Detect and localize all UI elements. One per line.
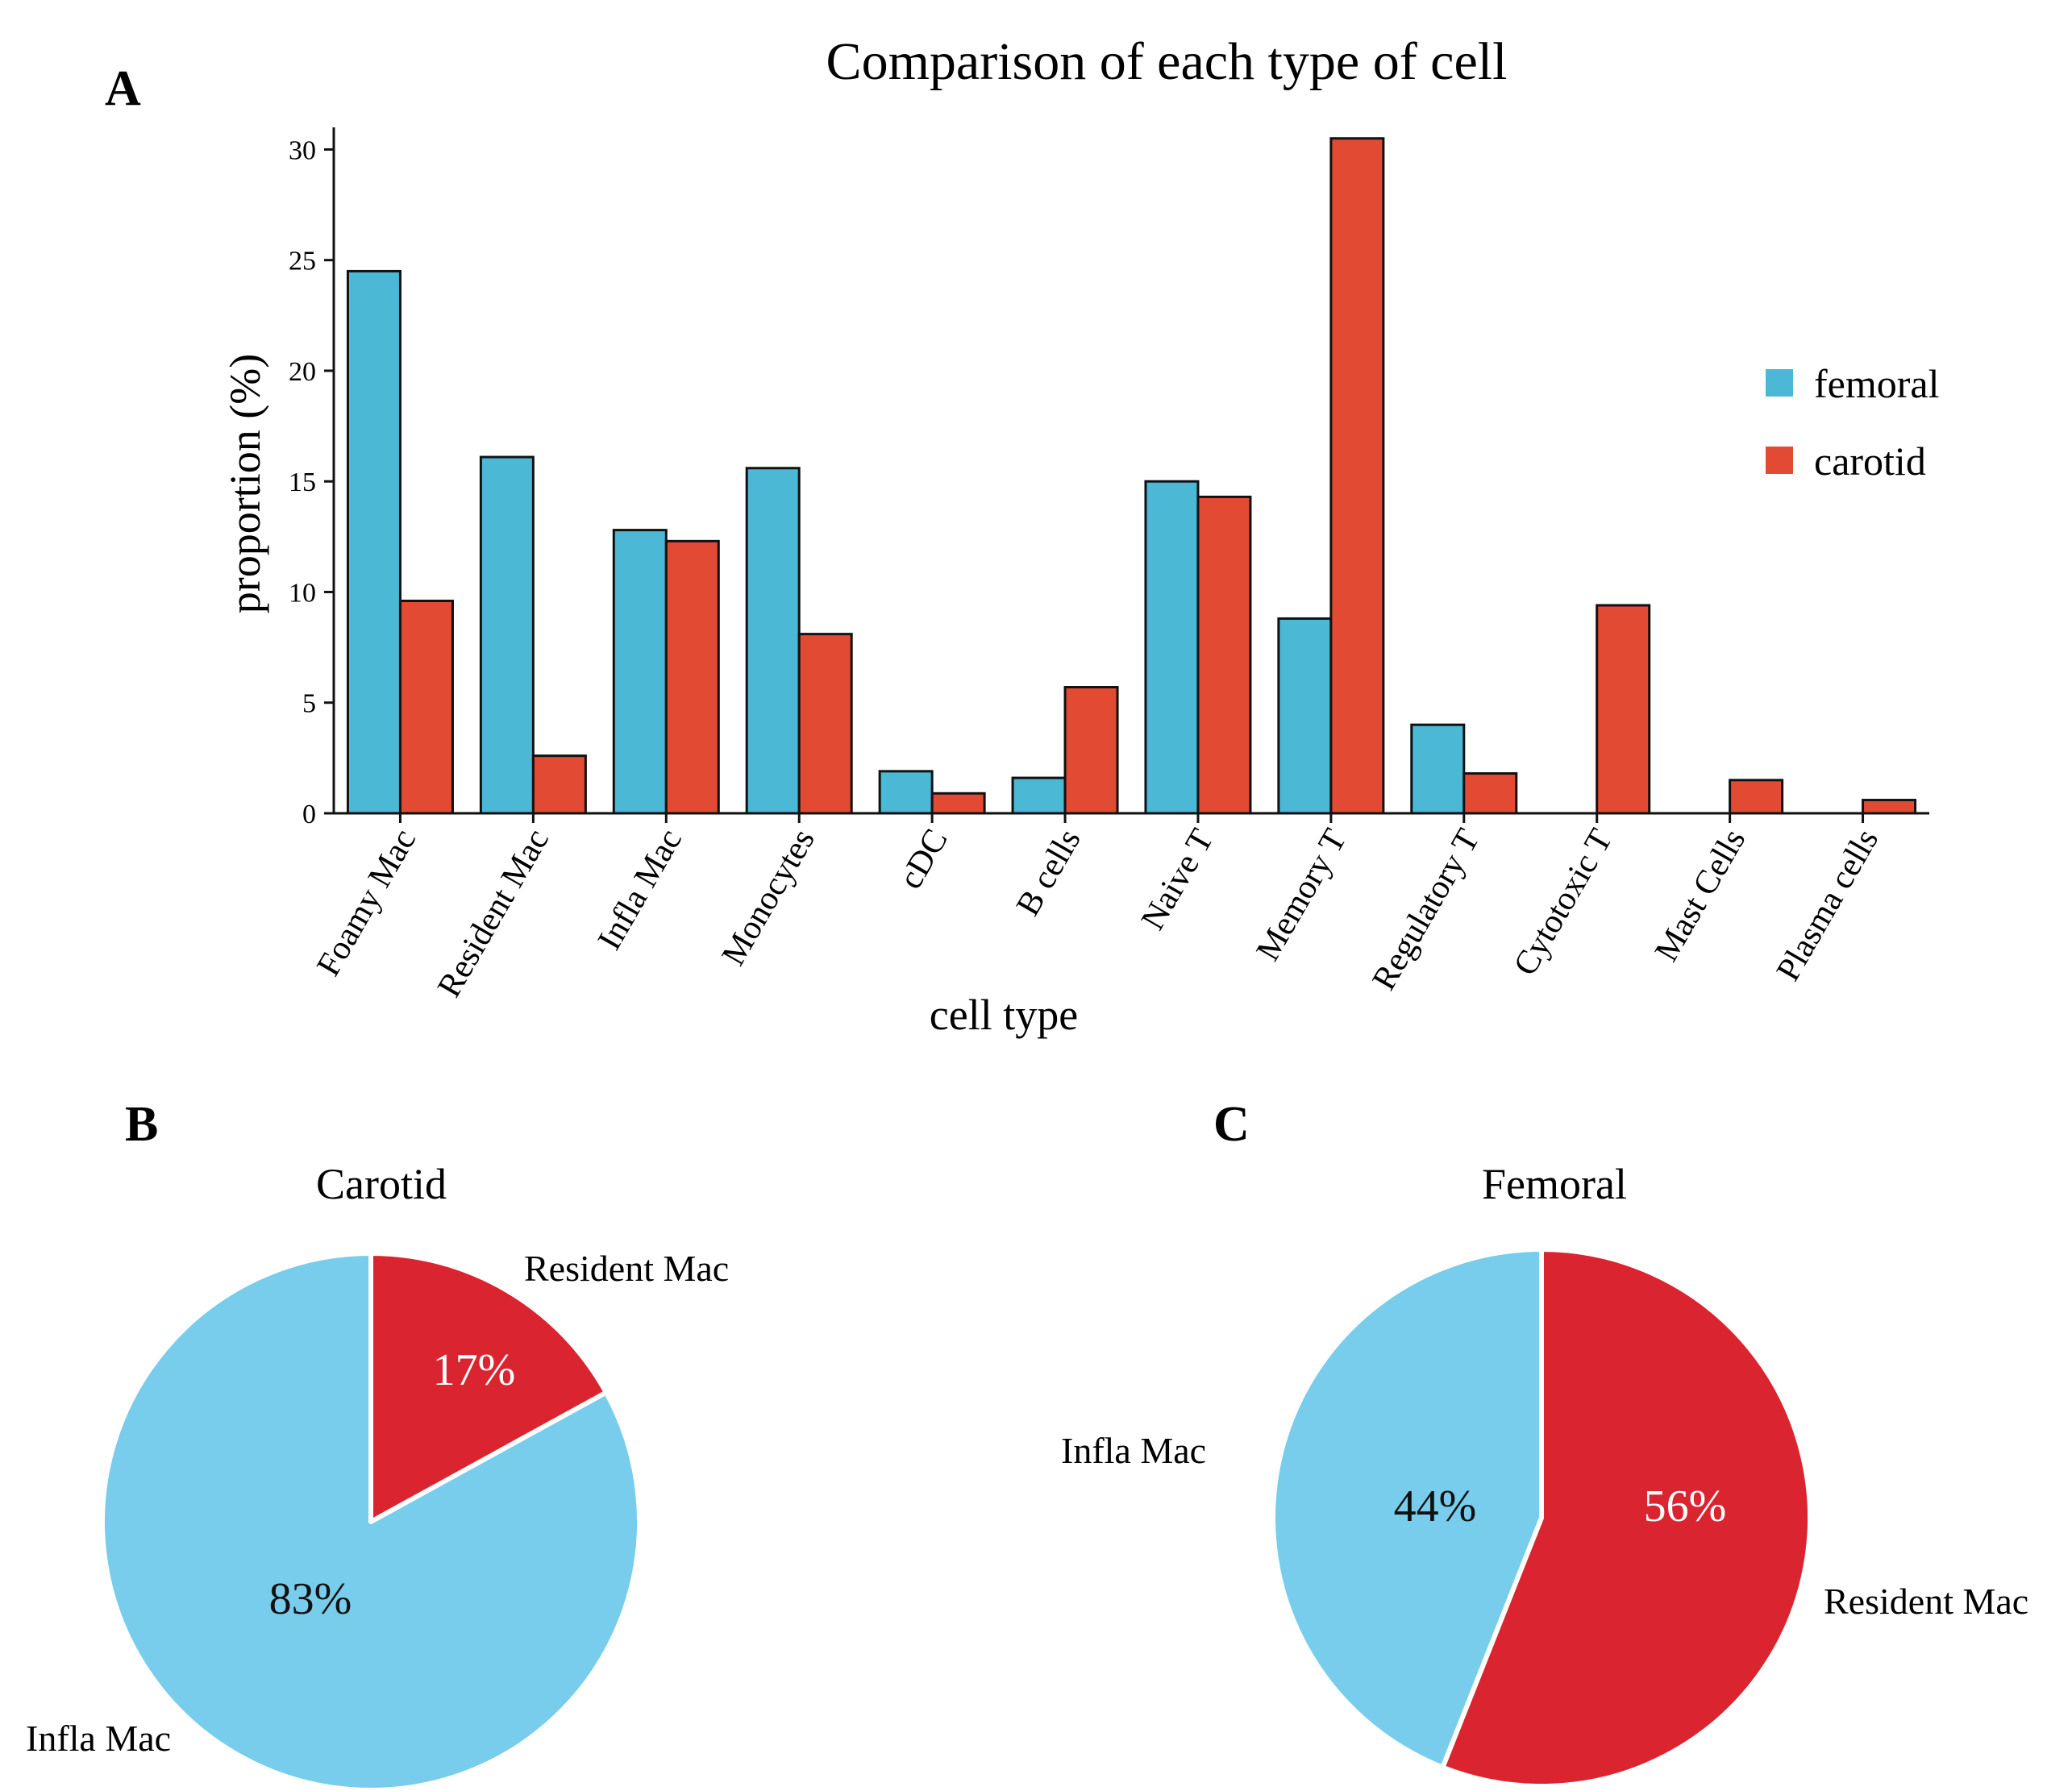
legend-label-femoral: femoral (1814, 361, 1939, 406)
pie-percent-carotid-infla-mac: 83% (269, 1574, 352, 1624)
x-tick-label-plasma-cells: Plasma cells (1770, 823, 1886, 987)
y-tick-label: 30 (289, 135, 316, 165)
x-tick-label-mast-cells: Mast Cells (1648, 823, 1753, 968)
x-tick-label-memory-t: Memory T (1250, 823, 1354, 967)
pie-chart-carotid: Carotid 17% 83% Resident Mac Infla Mac (26, 1160, 729, 1791)
x-tick-label-infla-mac: Infla Mac (591, 823, 689, 956)
legend: femoral carotid (1766, 361, 1939, 484)
x-tick-label-naive-t: Naive T (1134, 823, 1221, 937)
y-tick-label: 0 (302, 800, 316, 829)
x-ticks: Foamy Mac Resident Mac Infla Mac Monocytes c… (310, 813, 1886, 1004)
pie-percent-carotid-resident-mac: 17% (433, 1345, 516, 1395)
bar-carotid-cytotoxic-t (1596, 604, 1651, 815)
bar-carotid-memory-t (1329, 137, 1385, 815)
y-tick-label: 15 (289, 467, 316, 497)
bar-femoral-regulatory-t (1410, 723, 1466, 815)
pie-title-carotid: Carotid (316, 1160, 447, 1208)
pie-slice-femoral-infla-mac (1271, 1247, 1544, 1770)
bar-carotid-resident-mac (531, 754, 587, 815)
bar-chart: Comparison of each type of cell proporti… (221, 32, 1939, 1039)
y-tick-label: 5 (302, 689, 316, 719)
pie-slice-femoral-resident-mac (1440, 1247, 1812, 1789)
bar-carotid-monocytes (797, 633, 853, 815)
bar-carotid-infla-mac (664, 539, 720, 815)
bar-carotid-b-cells (1063, 686, 1119, 815)
pie-slice-carotid-infla-mac (100, 1251, 642, 1791)
bar-carotid-cdc (930, 792, 986, 815)
x-tick-label-b-cells: B cells (1009, 823, 1088, 922)
pie-percent-femoral-resident-mac: 56% (1644, 1481, 1727, 1531)
bar-femoral-cdc (878, 770, 934, 815)
bar-carotid-naive-t (1196, 495, 1252, 815)
bar-carotid-plasma-cells (1862, 799, 1917, 815)
bar-femoral-memory-t (1277, 617, 1333, 815)
chart-title: Comparison of each type of cell (826, 32, 1508, 91)
bar-carotid-regulatory-t (1462, 772, 1518, 815)
y-ticks: 0 5 10 15 20 25 30 (289, 135, 334, 829)
panel-letter-a: A (105, 61, 141, 116)
bar-femoral-monocytes (745, 467, 801, 815)
bar-femoral-naive-t (1144, 480, 1200, 815)
pie-chart-femoral: Femoral 56% 44% Resident Mac Infla Mac (1061, 1160, 2028, 1789)
pie-label-femoral-resident-mac: Resident Mac (1824, 1581, 2028, 1622)
x-axis-label: cell type (930, 991, 1078, 1039)
panel-letter-c: C (1213, 1097, 1250, 1152)
bar-femoral-b-cells (1011, 776, 1067, 815)
x-tick-label-regulatory-t: Regulatory T (1366, 823, 1487, 996)
bar-femoral-foamy-mac (346, 269, 402, 815)
y-tick-label: 10 (289, 578, 316, 608)
panel-letter-b: B (125, 1097, 158, 1152)
x-tick-label-monocytes: Monocytes (715, 823, 822, 972)
x-tick-label-cdc: cDC (892, 823, 955, 896)
y-tick-label: 25 (289, 247, 316, 276)
x-tick-label-foamy-mac: Foamy Mac (310, 823, 423, 983)
y-axis-label: proportion (%) (221, 354, 269, 613)
pie-label-carotid-resident-mac: Resident Mac (524, 1248, 729, 1289)
pie-label-carotid-infla-mac: Infla Mac (26, 1718, 171, 1759)
x-tick-label-cytotoxic-t: Cytotoxic T (1507, 823, 1620, 982)
legend-swatch-carotid (1766, 447, 1793, 474)
y-tick-label: 20 (289, 357, 316, 387)
pie-label-femoral-infla-mac: Infla Mac (1061, 1430, 1206, 1471)
bars (346, 137, 1917, 815)
bar-carotid-mast-cells (1729, 779, 1784, 815)
pie-slice-carotid-resident-mac (368, 1251, 609, 1524)
bar-carotid-foamy-mac (398, 599, 454, 815)
legend-swatch-femoral (1766, 369, 1793, 397)
bar-femoral-resident-mac (479, 455, 535, 815)
pie-percent-femoral-infla-mac: 44% (1394, 1481, 1477, 1531)
pie-title-femoral: Femoral (1482, 1160, 1627, 1208)
bar-femoral-infla-mac (612, 529, 668, 815)
legend-label-carotid: carotid (1814, 438, 1926, 484)
x-tick-label-resident-mac: Resident Mac (431, 823, 556, 1004)
